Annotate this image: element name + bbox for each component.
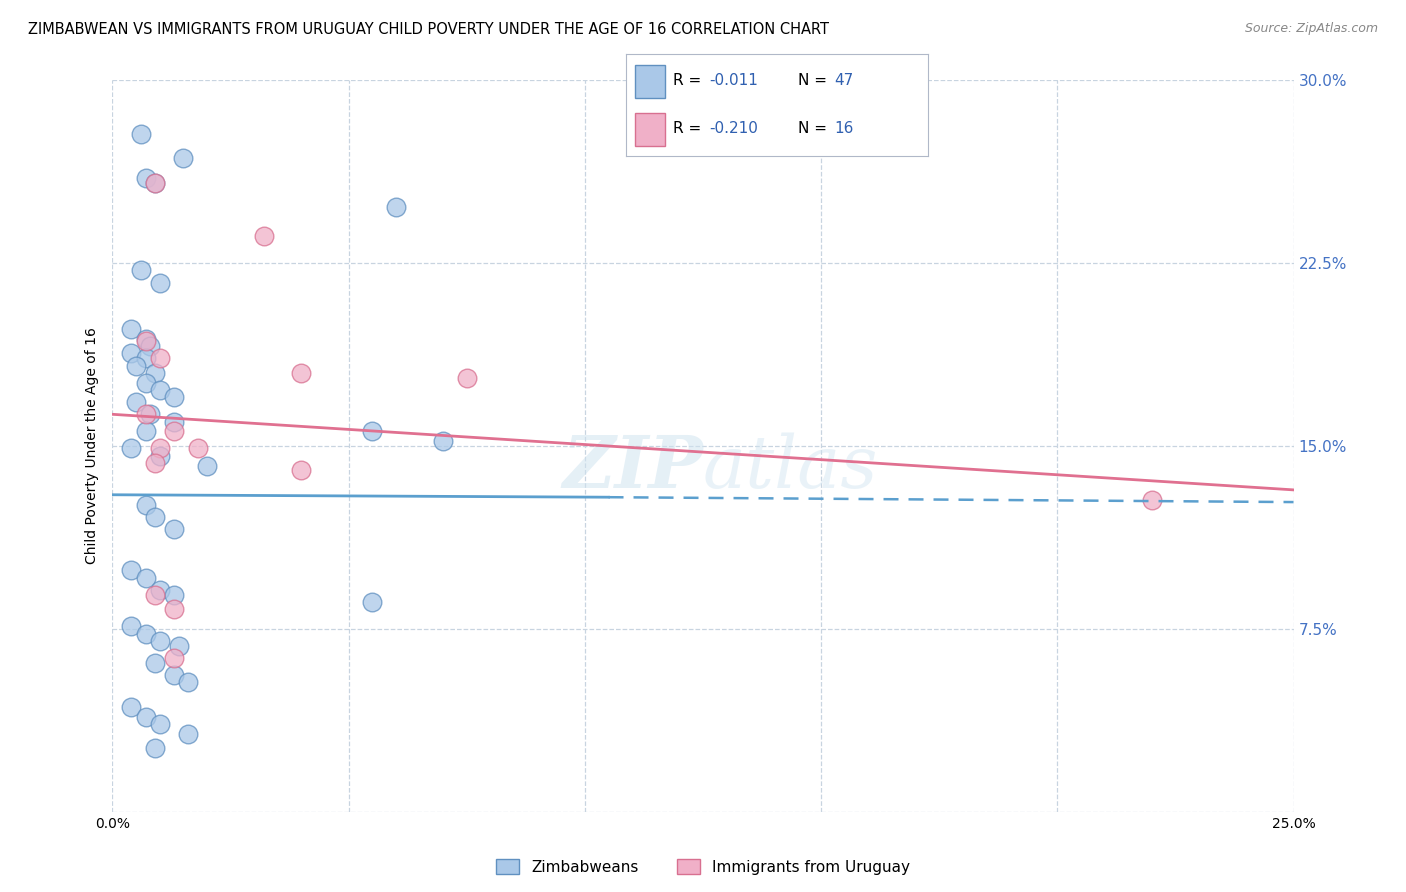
Point <box>149 276 172 290</box>
Point <box>432 434 454 449</box>
Point <box>135 351 157 366</box>
Point <box>120 619 142 633</box>
Point <box>120 563 142 577</box>
Point <box>149 449 172 463</box>
Text: Source: ZipAtlas.com: Source: ZipAtlas.com <box>1244 22 1378 36</box>
Point <box>143 509 166 524</box>
Point <box>163 588 186 602</box>
Point <box>143 366 166 380</box>
Text: R =: R = <box>672 121 700 136</box>
Text: ZIP: ZIP <box>562 433 703 503</box>
Point <box>143 588 166 602</box>
Point <box>456 370 478 384</box>
Text: N =: N = <box>799 121 827 136</box>
Point <box>135 407 157 421</box>
Point <box>163 602 186 616</box>
Point <box>120 346 142 360</box>
Point <box>120 322 142 336</box>
Point <box>149 442 172 456</box>
Point <box>135 334 157 348</box>
Point <box>125 359 148 373</box>
Point <box>143 656 166 670</box>
Text: -0.011: -0.011 <box>709 72 758 87</box>
Point <box>163 668 186 682</box>
Point <box>385 200 408 214</box>
Point <box>143 741 166 756</box>
Point <box>195 458 218 473</box>
Point <box>143 176 166 190</box>
Point <box>143 456 166 470</box>
Text: 16: 16 <box>834 121 853 136</box>
Point <box>149 717 172 731</box>
Point <box>253 229 276 244</box>
Legend: Zimbabweans, Immigrants from Uruguay: Zimbabweans, Immigrants from Uruguay <box>489 853 917 881</box>
Point <box>135 376 157 390</box>
Point <box>163 390 186 404</box>
Point <box>125 395 148 409</box>
Y-axis label: Child Poverty Under the Age of 16: Child Poverty Under the Age of 16 <box>86 327 100 565</box>
Point <box>129 263 152 277</box>
Text: N =: N = <box>799 72 827 87</box>
Point <box>149 582 172 597</box>
Point <box>163 522 186 536</box>
Point <box>120 442 142 456</box>
Point <box>163 651 186 665</box>
Point <box>177 675 200 690</box>
Point <box>135 332 157 346</box>
Point <box>149 383 172 397</box>
Point <box>135 709 157 723</box>
Point <box>135 498 157 512</box>
Point <box>290 366 312 380</box>
Point <box>361 595 384 609</box>
Text: atlas: atlas <box>703 433 879 503</box>
Point <box>290 463 312 477</box>
Point <box>149 634 172 648</box>
Point <box>139 407 162 421</box>
Point <box>129 127 152 141</box>
Point <box>361 425 384 439</box>
Text: -0.210: -0.210 <box>709 121 758 136</box>
Point <box>1140 492 1163 507</box>
Text: ZIMBABWEAN VS IMMIGRANTS FROM URUGUAY CHILD POVERTY UNDER THE AGE OF 16 CORRELAT: ZIMBABWEAN VS IMMIGRANTS FROM URUGUAY CH… <box>28 22 830 37</box>
Point <box>177 727 200 741</box>
Text: R =: R = <box>672 72 700 87</box>
Point <box>139 339 162 353</box>
Point <box>135 170 157 185</box>
Point <box>163 425 186 439</box>
Point <box>135 571 157 585</box>
Point <box>186 442 208 456</box>
Point <box>172 151 194 165</box>
Bar <box>634 113 665 145</box>
Point <box>120 699 142 714</box>
Bar <box>634 65 665 97</box>
Point <box>163 415 186 429</box>
Point <box>167 639 190 653</box>
Point <box>135 425 157 439</box>
Point <box>143 176 166 190</box>
Point <box>149 351 172 366</box>
Text: 47: 47 <box>834 72 853 87</box>
Point <box>135 626 157 640</box>
